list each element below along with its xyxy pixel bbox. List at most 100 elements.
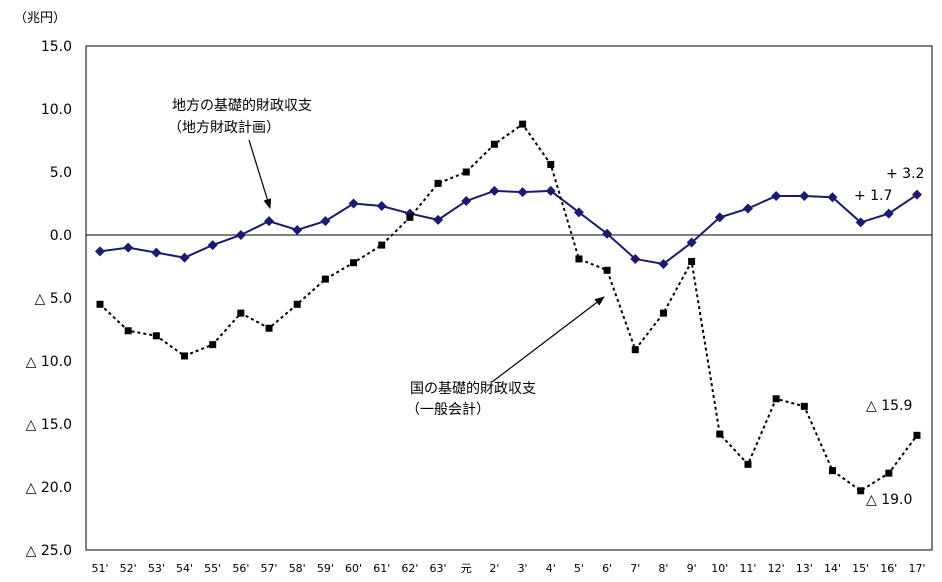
data-point	[237, 309, 245, 317]
data-point	[209, 341, 217, 349]
data-point	[519, 120, 527, 128]
data-point	[292, 224, 303, 235]
x-tick-label: 8'	[658, 562, 668, 575]
data-point	[603, 266, 611, 274]
data-point	[828, 467, 836, 475]
x-tick-label: 13'	[796, 562, 813, 575]
local-series-arrow	[248, 139, 272, 209]
x-tick-label: 62'	[401, 562, 418, 575]
y-tick-label: 0.0	[50, 228, 72, 244]
data-point	[151, 247, 162, 258]
x-tick-label: 54'	[176, 562, 193, 575]
x-tick-label: 5'	[574, 562, 584, 575]
x-tick-label: 9'	[687, 562, 697, 575]
x-tick-label: 14'	[824, 562, 841, 575]
x-axis-ticks: 51' 52' 53' 54' 55' 56' 57' 58' 59' 60' 61' 62' 63' 元…	[91, 562, 925, 575]
data-point	[630, 253, 641, 264]
annotation-national-17: △ 15.9	[866, 398, 912, 414]
national-series-arrow	[491, 296, 605, 383]
x-tick-label: 55'	[204, 562, 221, 575]
x-tick-label: 15'	[852, 562, 869, 575]
data-point	[321, 275, 329, 283]
data-point	[716, 430, 724, 438]
series-layer	[95, 120, 922, 495]
data-point	[96, 300, 104, 308]
data-point	[800, 402, 808, 410]
data-point	[771, 190, 782, 201]
x-tick-label: 60'	[345, 562, 362, 575]
data-point	[517, 187, 528, 198]
data-point	[659, 309, 667, 317]
data-point	[378, 241, 386, 249]
annotation-local-17: + 3.2	[886, 166, 924, 182]
data-point	[772, 395, 780, 403]
series-local	[95, 185, 922, 269]
x-tick-label: 17'	[908, 562, 925, 575]
local-series-sublabel: （地方財政計画）	[168, 120, 280, 136]
data-point	[406, 213, 414, 221]
data-point	[350, 259, 358, 267]
data-point	[688, 257, 696, 265]
data-point	[124, 327, 132, 335]
data-point	[545, 185, 556, 196]
data-point	[857, 487, 865, 495]
data-point	[235, 230, 246, 240]
data-point	[181, 352, 189, 360]
data-point	[742, 203, 753, 214]
data-point	[95, 246, 105, 257]
data-point	[320, 216, 331, 227]
series-line	[99, 189, 918, 266]
national-series-sublabel: （一般会計）	[406, 402, 490, 418]
data-point	[207, 240, 218, 251]
data-point	[376, 201, 387, 212]
x-tick-label: 57'	[261, 562, 278, 575]
data-point	[714, 212, 725, 223]
x-tick-label: 6'	[602, 562, 612, 575]
data-point	[265, 324, 273, 332]
x-tick-label: 63'	[430, 562, 447, 575]
data-point	[348, 198, 359, 209]
x-tick-label: 58'	[289, 562, 306, 575]
x-tick-label: 53'	[148, 562, 165, 575]
national-series-label: 国の基礎的財政収支	[410, 380, 536, 397]
data-point	[686, 237, 697, 248]
data-point	[575, 255, 583, 263]
y-tick-label: △ 15.0	[26, 417, 72, 433]
x-tick-label: 2'	[489, 562, 499, 575]
x-tick-label: 59'	[317, 562, 334, 575]
local-series-label: 地方の基礎的財政収支	[172, 97, 312, 114]
x-tick-label: 7'	[630, 562, 640, 575]
data-point	[883, 208, 894, 219]
data-point	[631, 346, 639, 354]
x-tick-label: 3'	[518, 562, 528, 575]
data-point	[489, 185, 500, 196]
data-point	[461, 195, 472, 206]
unit-label: （兆円）	[14, 11, 66, 26]
y-tick-label: 15.0	[41, 39, 72, 55]
data-point	[913, 431, 921, 439]
x-tick-label: 12'	[768, 562, 785, 575]
x-tick-label: 元	[461, 562, 472, 575]
data-point	[490, 140, 498, 148]
plot-frame	[85, 45, 933, 551]
y-tick-label: 5.0	[50, 165, 72, 181]
data-point	[658, 258, 669, 269]
data-point	[799, 190, 810, 201]
series-national	[96, 120, 921, 495]
data-point	[293, 300, 301, 308]
x-tick-label: 11'	[739, 562, 756, 575]
data-point	[827, 192, 838, 203]
x-tick-label: 52'	[120, 562, 137, 575]
x-tick-label: 51'	[91, 562, 108, 575]
x-tick-label: 4'	[546, 562, 556, 575]
data-point	[744, 460, 752, 468]
data-point	[912, 189, 922, 200]
y-axis-ticks: 15.0 10.0 5.0 0.0 △ 5.0 △ 10.0 △ 15.0 △ 20.0 △ 2…	[26, 39, 72, 559]
y-tick-label: △ 10.0	[26, 354, 72, 370]
data-point	[547, 160, 555, 168]
data-point	[885, 469, 893, 477]
y-tick-label: △ 5.0	[35, 291, 72, 307]
y-tick-label: △ 20.0	[26, 480, 72, 496]
y-tick-label: 10.0	[41, 102, 72, 118]
x-tick-label: 10'	[711, 562, 728, 575]
